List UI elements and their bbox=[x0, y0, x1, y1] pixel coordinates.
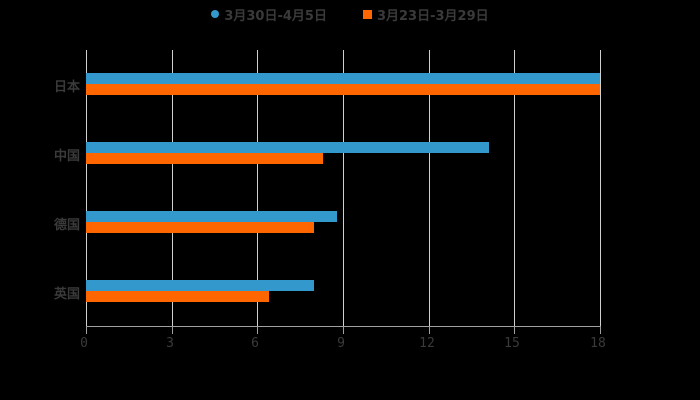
x-tick bbox=[86, 326, 87, 334]
x-axis-line bbox=[86, 326, 601, 327]
x-tick bbox=[343, 326, 344, 334]
x-tick-label: 0 bbox=[80, 336, 88, 351]
gridline bbox=[600, 50, 601, 326]
y-category-label: 德国 bbox=[53, 218, 80, 233]
x-tick-label: 15 bbox=[504, 336, 520, 351]
legend-square-icon bbox=[362, 9, 372, 19]
bar-series-2[interactable] bbox=[86, 84, 600, 95]
legend-circle-icon bbox=[211, 10, 220, 18]
gridline bbox=[343, 50, 344, 326]
bar-series-1[interactable] bbox=[86, 142, 489, 153]
x-tick bbox=[257, 326, 258, 334]
y-category-label: 中国 bbox=[53, 149, 80, 164]
legend-item-series-1[interactable]: 3月30日-4月5日 bbox=[211, 4, 327, 24]
x-tick-label: 9 bbox=[337, 336, 345, 351]
bar-series-2[interactable] bbox=[86, 291, 269, 302]
y-category-label: 日本 bbox=[53, 80, 80, 95]
y-category-label: 英国 bbox=[53, 287, 80, 302]
legend-item-series-2[interactable]: 3月23日-3月29日 bbox=[362, 4, 489, 24]
x-tick-label: 18 bbox=[590, 336, 606, 351]
bar-series-2[interactable] bbox=[86, 222, 314, 233]
bar-series-1[interactable] bbox=[86, 280, 314, 291]
legend-label: 3月23日-3月29日 bbox=[376, 8, 489, 24]
gridline bbox=[86, 50, 87, 326]
x-tick-label: 12 bbox=[419, 336, 435, 351]
gridline bbox=[514, 50, 515, 326]
x-tick bbox=[600, 326, 601, 334]
x-tick bbox=[172, 326, 173, 334]
x-tick bbox=[514, 326, 515, 334]
x-tick-label: 3 bbox=[166, 336, 174, 351]
gridline bbox=[172, 50, 173, 326]
legend-label: 3月30日-4月5日 bbox=[224, 8, 327, 24]
gridline bbox=[429, 50, 430, 326]
bar-series-1[interactable] bbox=[86, 211, 337, 222]
bar-series-2[interactable] bbox=[86, 153, 323, 164]
chart-legend: 3月30日-4月5日 3月23日-3月29日 bbox=[0, 4, 700, 24]
x-tick bbox=[429, 326, 430, 334]
gridline bbox=[257, 50, 258, 326]
bar-series-1[interactable] bbox=[86, 73, 600, 84]
x-tick-label: 6 bbox=[251, 336, 259, 351]
